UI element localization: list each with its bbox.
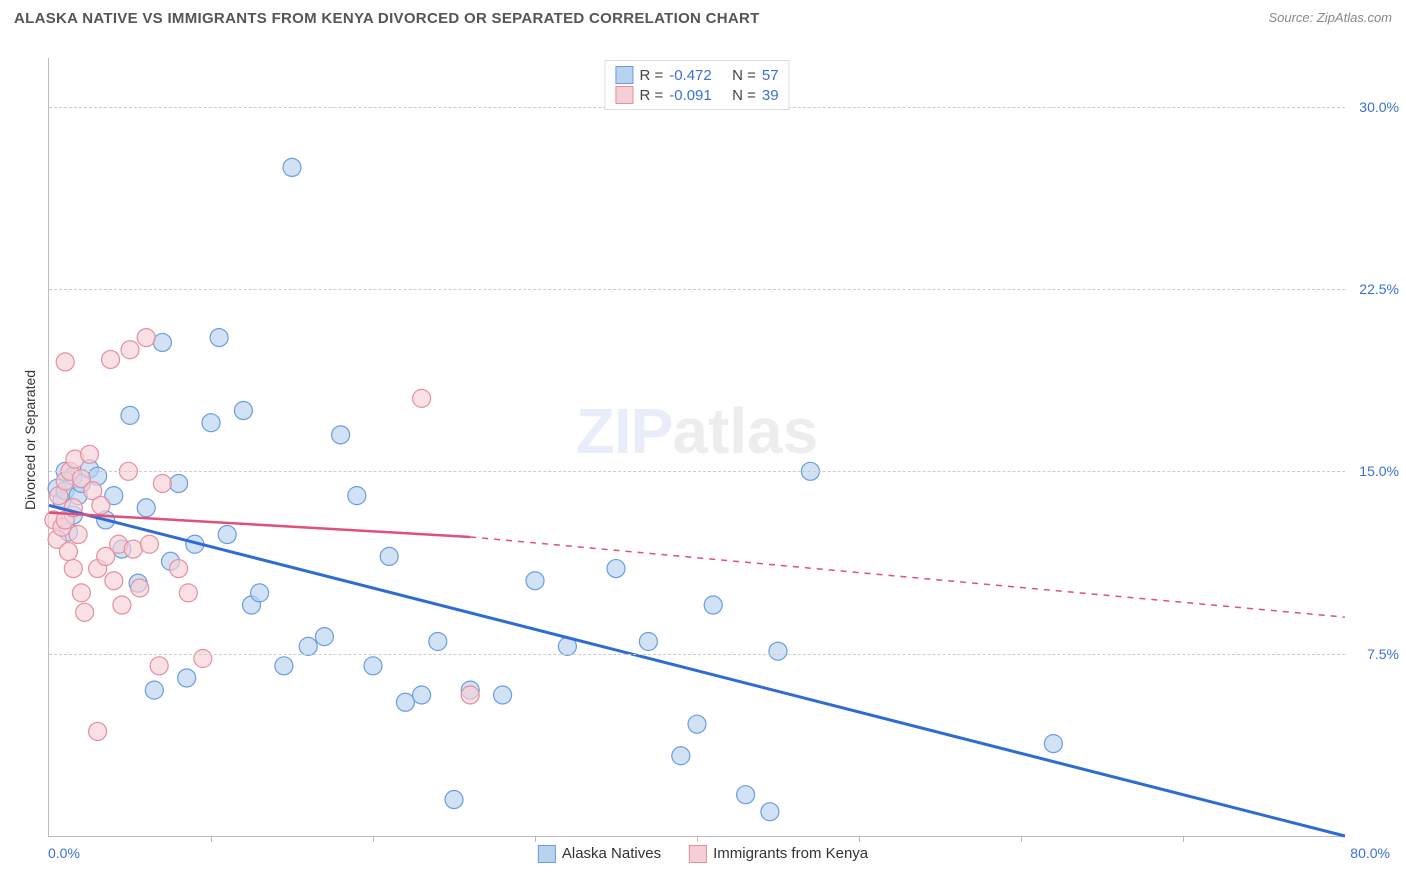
regression-line-extrapolated [470, 537, 1345, 617]
scatter-point [218, 526, 236, 544]
y-axis-title: Divorced or Separated [22, 370, 38, 510]
scatter-point [494, 686, 512, 704]
scatter-point [639, 633, 657, 651]
scatter-point [672, 747, 690, 765]
scatter-point [202, 414, 220, 432]
scatter-point [194, 650, 212, 668]
scatter-point [59, 543, 77, 561]
scatter-point [315, 628, 333, 646]
scatter-point [737, 786, 755, 804]
scatter-point [380, 547, 398, 565]
scatter-point [1044, 735, 1062, 753]
scatter-point [210, 329, 228, 347]
scatter-point [364, 657, 382, 675]
scatter-point [445, 791, 463, 809]
x-axis-min-label: 0.0% [48, 845, 80, 861]
scatter-point [153, 333, 171, 351]
source-credit: Source: ZipAtlas.com [1268, 10, 1392, 25]
scatter-point [81, 445, 99, 463]
scatter-point [769, 642, 787, 660]
r-value: -0.091 [669, 87, 712, 104]
scatter-point [102, 350, 120, 368]
legend-swatch-series-0 [538, 845, 556, 863]
scatter-point [413, 686, 431, 704]
scatter-point [396, 693, 414, 711]
legend-stats-row: R = -0.472 N = 57 [615, 65, 778, 85]
scatter-point [140, 535, 158, 553]
legend-series: Alaska Natives Immigrants from Kenya [538, 845, 868, 863]
scatter-point [89, 722, 107, 740]
scatter-point [413, 389, 431, 407]
scatter-point [234, 402, 252, 420]
scatter-point [64, 560, 82, 578]
scatter-point [121, 341, 139, 359]
legend-label: Immigrants from Kenya [713, 845, 868, 862]
scatter-point [348, 487, 366, 505]
scatter-point [607, 560, 625, 578]
scatter-point [137, 499, 155, 517]
scatter-point [688, 715, 706, 733]
scatter-point [461, 686, 479, 704]
legend-swatch-series-1 [689, 845, 707, 863]
scatter-point [704, 596, 722, 614]
scatter-point [283, 158, 301, 176]
y-tick-label: 7.5% [1349, 646, 1399, 662]
chart-title: ALASKA NATIVE VS IMMIGRANTS FROM KENYA D… [14, 10, 760, 27]
n-label: N = [732, 67, 756, 84]
x-axis-max-label: 80.0% [1350, 845, 1390, 861]
scatter-point [69, 526, 87, 544]
scatter-point [150, 657, 168, 675]
r-value: -0.472 [669, 67, 712, 84]
scatter-point [56, 353, 74, 371]
n-label: N = [732, 87, 756, 104]
scatter-point [131, 579, 149, 597]
plot-svg [49, 58, 1345, 836]
scatter-point [153, 474, 171, 492]
scatter-point [92, 496, 110, 514]
plot-area: ZIPatlas R = -0.472 N = 57 R = -0.091 N … [48, 58, 1345, 837]
y-tick-label: 15.0% [1349, 463, 1399, 479]
scatter-point [145, 681, 163, 699]
scatter-point [179, 584, 197, 602]
scatter-point [137, 329, 155, 347]
scatter-point [251, 584, 269, 602]
scatter-point [178, 669, 196, 687]
scatter-point [121, 406, 139, 424]
legend-swatch-series-0 [615, 66, 633, 84]
scatter-point [113, 596, 131, 614]
scatter-point [72, 584, 90, 602]
legend-item: Immigrants from Kenya [689, 845, 868, 863]
legend-item: Alaska Natives [538, 845, 661, 863]
scatter-point [105, 572, 123, 590]
scatter-point [170, 474, 188, 492]
n-value: 39 [762, 87, 779, 104]
legend-stats: R = -0.472 N = 57 R = -0.091 N = 39 [604, 60, 789, 110]
scatter-point [526, 572, 544, 590]
regression-line [49, 505, 1345, 836]
y-tick-label: 22.5% [1349, 281, 1399, 297]
n-value: 57 [762, 67, 779, 84]
scatter-point [124, 540, 142, 558]
legend-stats-row: R = -0.091 N = 39 [615, 85, 778, 105]
r-label: R = [639, 67, 663, 84]
y-tick-label: 30.0% [1349, 99, 1399, 115]
scatter-point [761, 803, 779, 821]
r-label: R = [639, 87, 663, 104]
scatter-point [429, 633, 447, 651]
scatter-point [170, 560, 188, 578]
scatter-point [76, 603, 94, 621]
scatter-point [332, 426, 350, 444]
scatter-point [275, 657, 293, 675]
legend-label: Alaska Natives [562, 845, 661, 862]
legend-swatch-series-1 [615, 86, 633, 104]
scatter-point [299, 637, 317, 655]
